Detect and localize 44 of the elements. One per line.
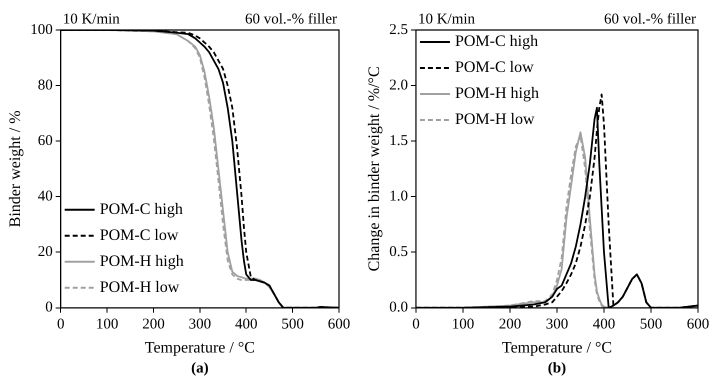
x-tick-label: 400 [592,316,616,333]
y-axis-title: Change in binder weight / %/°C [366,66,383,272]
text: (a) [191,360,209,376]
text: (b) [548,360,566,376]
x-tick-label: 300 [188,316,212,333]
y-tick-label: 2.0 [389,77,408,94]
legend-label: POM-C low [100,227,179,244]
y-tick-label: 0.0 [389,300,408,316]
text: 10 K/min [62,11,120,28]
x-tick-label: 400 [234,316,258,333]
y-tick-label: 20 [38,244,53,260]
text: 10 K/min [418,11,476,28]
y-tick-label: 1.0 [389,188,408,205]
legend-label: POM-H low [454,111,535,128]
legend-label: POM-C low [454,59,534,76]
y-tick-label: 80 [38,77,53,94]
legend-label: POM-C high [454,33,538,50]
x-tick-label: 600 [686,316,710,333]
x-tick-label: 600 [328,316,350,333]
text: 60 vol.-% filler [604,11,696,28]
y-axis-title: Binder weight / % [6,110,24,228]
y-tick-label: 100 [30,22,53,38]
legend-label: POM-H low [100,279,180,296]
x-tick-label: 500 [640,316,662,333]
y-tick-label: 60 [38,133,53,150]
y-tick-label: 0 [45,300,53,316]
legend-label: POM-H high [100,253,184,270]
legend-label: POM-H high [454,85,539,102]
y-tick-label: 1.5 [389,133,408,150]
x-axis-title: Temperature / °C [502,340,612,357]
y-tick-label: 0.5 [389,244,408,260]
x-axis-title: Temperature / °C [144,340,255,357]
x-tick-label: 200 [142,316,165,333]
x-tick-label: 0 [56,316,64,333]
legend-label: POM-C high [100,201,183,218]
y-tick-label: 40 [38,188,53,205]
x-tick-label: 100 [452,316,474,333]
x-tick-label: 300 [546,316,568,333]
x-tick-label: 100 [96,316,118,333]
x-tick-label: 500 [281,316,304,333]
x-tick-label: 200 [498,316,522,333]
x-tick-label: 0 [412,316,420,333]
text: 60 vol.-% filler [244,11,337,28]
y-tick-label: 2.5 [389,22,408,38]
